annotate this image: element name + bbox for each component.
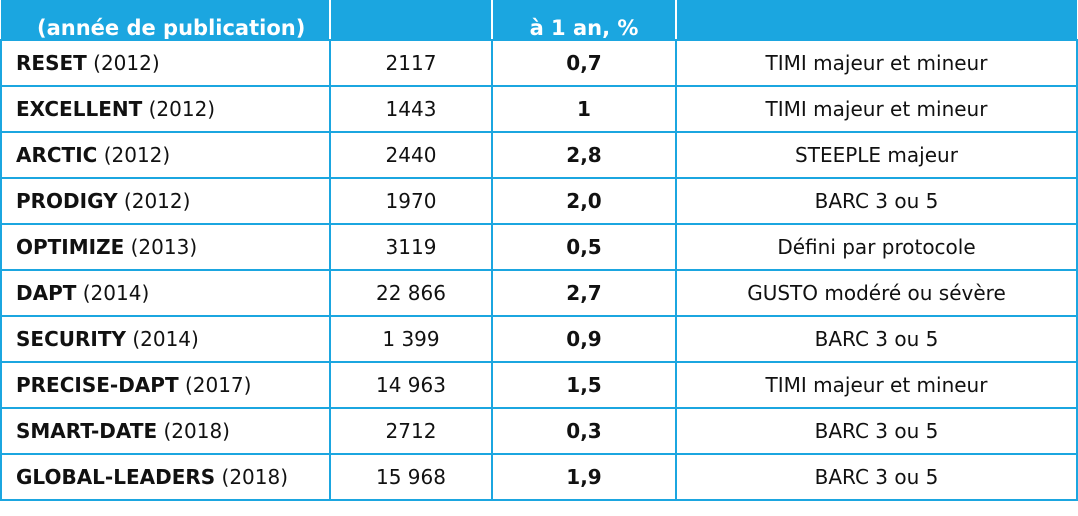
trial-year: (2012) — [103, 143, 171, 167]
header-trial-label: (année de publication) — [37, 16, 306, 39]
trial-name: OPTIMIZE — [16, 235, 125, 259]
header-trial: (année de publication) — [1, 0, 331, 41]
trial-cell: ARCTIC (2012) — [0, 131, 331, 179]
patients-cell: 2712 — [329, 407, 493, 455]
trial-cell: PRECISE-DAPT (2017) — [0, 361, 331, 409]
table-row: PRODIGY (2012) 1970 2,0 BARC 3 ou 5 — [0, 177, 1078, 225]
trial-name: PRODIGY — [16, 189, 118, 213]
patients-cell: 1443 — [329, 85, 493, 133]
table-row: DAPT (2014) 22 866 2,7 GUSTO modéré ou s… — [0, 269, 1078, 317]
header-patients — [330, 0, 493, 41]
trial-cell: SECURITY (2014) — [0, 315, 331, 363]
trial-cell: EXCELLENT (2012) — [0, 85, 331, 133]
table-header-row: (année de publication) à 1 an, % — [1, 0, 1077, 41]
definition-cell: Défini par protocole — [675, 223, 1078, 271]
table-row: RESET (2012) 2117 0,7 TIMI majeur et min… — [0, 39, 1078, 87]
definition-cell: BARC 3 ou 5 — [675, 407, 1078, 455]
trial-year: (2017) — [184, 373, 252, 397]
trial-name: DAPT — [16, 281, 77, 305]
trial-name: SMART-DATE — [16, 419, 158, 443]
rate-cell: 2,8 — [491, 131, 677, 179]
patients-cell: 1 399 — [329, 315, 493, 363]
table-row: GLOBAL-LEADERS (2018) 15 968 1,9 BARC 3 … — [0, 453, 1078, 501]
patients-cell: 2117 — [329, 39, 493, 87]
table-row: SECURITY (2014) 1 399 0,9 BARC 3 ou 5 — [0, 315, 1078, 363]
trial-year: (2018) — [163, 419, 230, 443]
trial-name: PRECISE-DAPT — [16, 373, 179, 397]
rate-cell: 1,5 — [491, 361, 677, 409]
rate-cell: 0,9 — [491, 315, 677, 363]
trial-year: (2018) — [221, 465, 289, 489]
table-row: ARCTIC (2012) 2440 2,8 STEEPLE majeur — [0, 131, 1078, 179]
patients-cell: 15 968 — [329, 453, 493, 501]
table-row: SMART-DATE (2018) 2712 0,3 BARC 3 ou 5 — [0, 407, 1078, 455]
patients-cell: 22 866 — [329, 269, 493, 317]
trial-year: (2012) — [148, 97, 216, 121]
table-row: PRECISE-DAPT (2017) 14 963 1,5 TIMI maje… — [0, 361, 1078, 409]
trial-name: GLOBAL-LEADERS — [16, 465, 216, 489]
rate-cell: 2,0 — [491, 177, 677, 225]
trial-name: RESET — [16, 51, 87, 75]
trial-cell: SMART-DATE (2018) — [0, 407, 331, 455]
rate-cell: 1,9 — [491, 453, 677, 501]
definition-cell: TIMI majeur et mineur — [675, 361, 1078, 409]
trial-name: EXCELLENT — [16, 97, 143, 121]
trial-cell: GLOBAL-LEADERS (2018) — [0, 453, 331, 501]
trial-year: (2014) — [82, 281, 150, 305]
trial-cell: RESET (2012) — [0, 39, 331, 87]
header-rate: à 1 an, % — [492, 0, 677, 41]
trials-table: (année de publication) à 1 an, % RESET (… — [0, 0, 1078, 501]
table-row: EXCELLENT (2012) 1443 1 TIMI majeur et m… — [0, 85, 1078, 133]
trial-year: (2012) — [93, 51, 160, 75]
definition-cell: STEEPLE majeur — [675, 131, 1078, 179]
header-rate-label: à 1 an, % — [529, 16, 639, 39]
rate-cell: 0,5 — [491, 223, 677, 271]
patients-cell: 1970 — [329, 177, 493, 225]
trial-cell: PRODIGY (2012) — [0, 177, 331, 225]
definition-cell: TIMI majeur et mineur — [675, 39, 1078, 87]
trial-cell: DAPT (2014) — [0, 269, 331, 317]
rate-cell: 2,7 — [491, 269, 677, 317]
rate-cell: 0,7 — [491, 39, 677, 87]
trial-year: (2014) — [132, 327, 199, 351]
rate-cell: 0,3 — [491, 407, 677, 455]
definition-cell: TIMI majeur et mineur — [675, 85, 1078, 133]
trial-year: (2012) — [123, 189, 191, 213]
definition-cell: BARC 3 ou 5 — [675, 315, 1078, 363]
table-row: OPTIMIZE (2013) 3119 0,5 Défini par prot… — [0, 223, 1078, 271]
trial-name: SECURITY — [16, 327, 126, 351]
patients-cell: 3119 — [329, 223, 493, 271]
trial-cell: OPTIMIZE (2013) — [0, 223, 331, 271]
patients-cell: 2440 — [329, 131, 493, 179]
definition-cell: BARC 3 ou 5 — [675, 453, 1078, 501]
trial-name: ARCTIC — [16, 143, 98, 167]
patients-cell: 14 963 — [329, 361, 493, 409]
definition-cell: GUSTO modéré ou sévère — [675, 269, 1078, 317]
header-definition — [676, 0, 1077, 41]
trial-year: (2013) — [130, 235, 198, 259]
rate-cell: 1 — [491, 85, 677, 133]
definition-cell: BARC 3 ou 5 — [675, 177, 1078, 225]
